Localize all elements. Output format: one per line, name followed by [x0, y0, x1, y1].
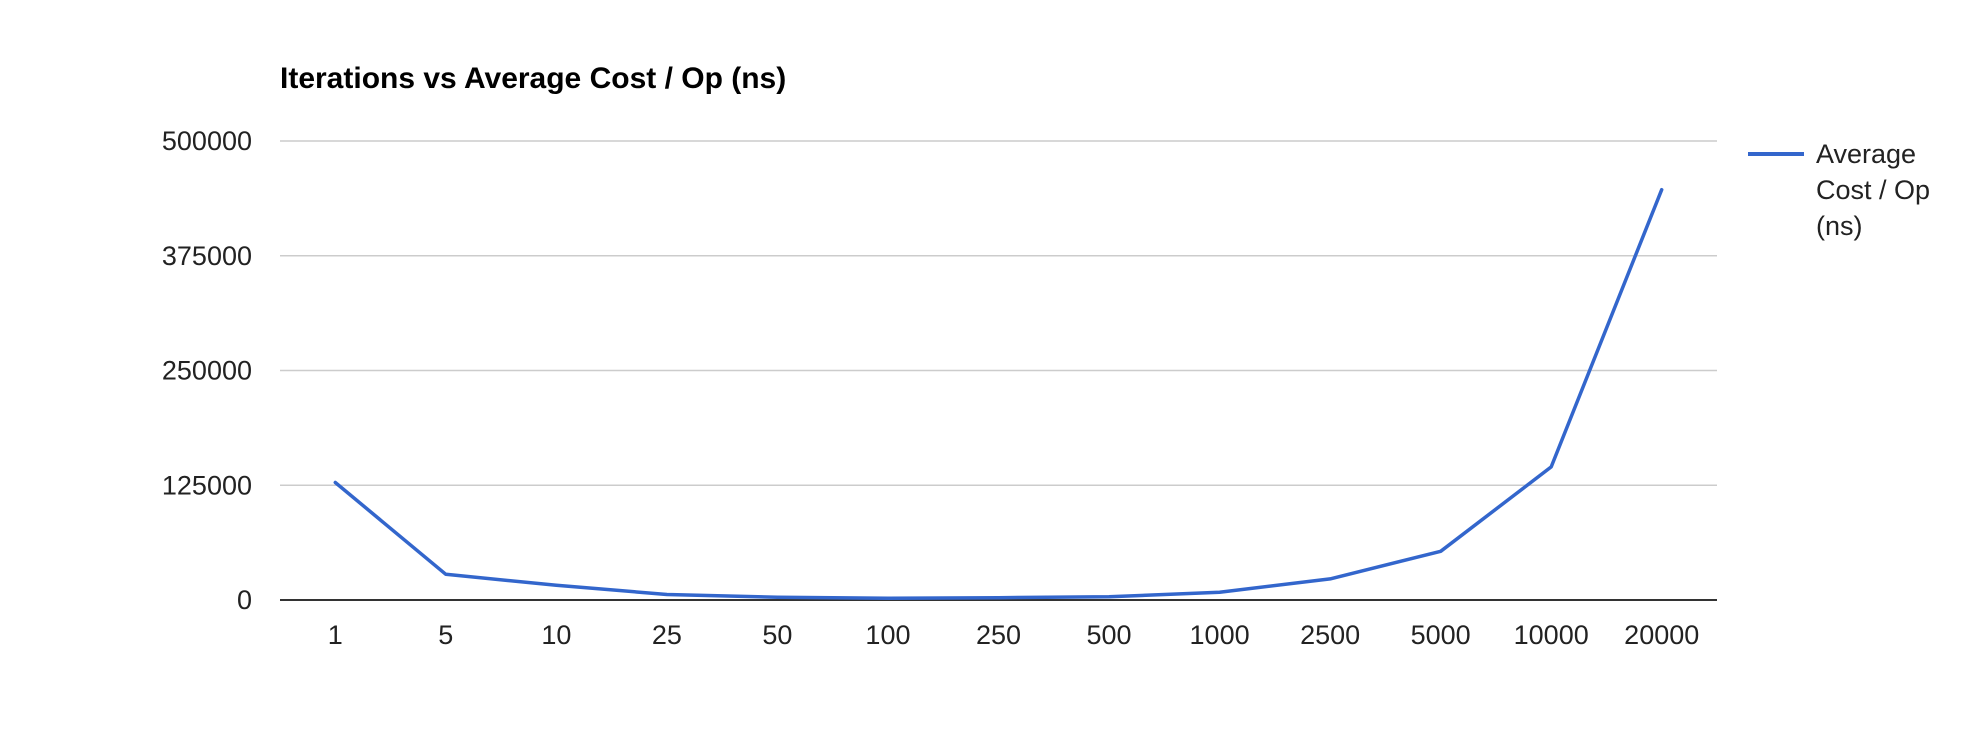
chart-title: Iterations vs Average Cost / Op (ns) — [280, 62, 786, 95]
y-tick-label: 250000 — [162, 356, 252, 386]
y-tick-label: 125000 — [162, 470, 252, 500]
data-point[interactable] — [556, 585, 557, 586]
x-tick-label: 20000 — [1624, 620, 1699, 650]
x-tick-label: 25 — [652, 620, 682, 650]
x-tick-label: 10000 — [1514, 620, 1589, 650]
data-point[interactable] — [666, 594, 667, 595]
gridlines — [280, 140, 1717, 601]
data-point[interactable] — [1109, 596, 1110, 597]
data-point[interactable] — [887, 598, 888, 599]
x-tick-label: 5000 — [1411, 620, 1471, 650]
series-line[interactable] — [333, 187, 1664, 600]
legend-label: (ns) — [1816, 211, 1863, 241]
legend-label: Average — [1816, 139, 1916, 169]
x-axis-tick-labels: 1 5 10 25 50 100 250 500 1000 2500 5000 10000 20000 — [328, 620, 1700, 650]
x-tick-label: 10 — [541, 620, 571, 650]
data-point[interactable] — [1440, 551, 1441, 552]
x-tick-label: 2500 — [1300, 620, 1360, 650]
x-tick-label: 500 — [1087, 620, 1132, 650]
data-point[interactable] — [445, 574, 446, 575]
x-tick-label: 50 — [762, 620, 792, 650]
y-tick-label: 375000 — [162, 241, 252, 271]
data-point[interactable] — [1661, 189, 1662, 190]
x-tick-label: 1 — [328, 620, 343, 650]
x-tick-label: 250 — [976, 620, 1021, 650]
y-tick-label: 500000 — [162, 126, 252, 156]
x-tick-label: 5 — [438, 620, 453, 650]
y-tick-label: 0 — [237, 585, 252, 615]
series-layer — [333, 187, 1664, 600]
data-point[interactable] — [1219, 592, 1220, 593]
y-axis-tick-labels: 0 125000 250000 375000 500000 — [162, 126, 252, 615]
data-point[interactable] — [1551, 466, 1552, 467]
data-point[interactable] — [777, 597, 778, 598]
x-tick-label: 1000 — [1190, 620, 1250, 650]
legend[interactable]: Average Cost / Op (ns) — [1748, 139, 1930, 241]
data-point[interactable] — [335, 482, 336, 483]
x-tick-label: 100 — [865, 620, 910, 650]
legend-label: Cost / Op — [1816, 175, 1930, 205]
data-point[interactable] — [998, 597, 999, 598]
data-point[interactable] — [1330, 578, 1331, 579]
